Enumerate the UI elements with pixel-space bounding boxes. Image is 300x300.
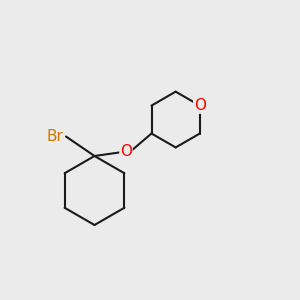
Text: O: O [194, 98, 206, 113]
Text: O: O [120, 144, 132, 159]
Text: Br: Br [46, 129, 63, 144]
